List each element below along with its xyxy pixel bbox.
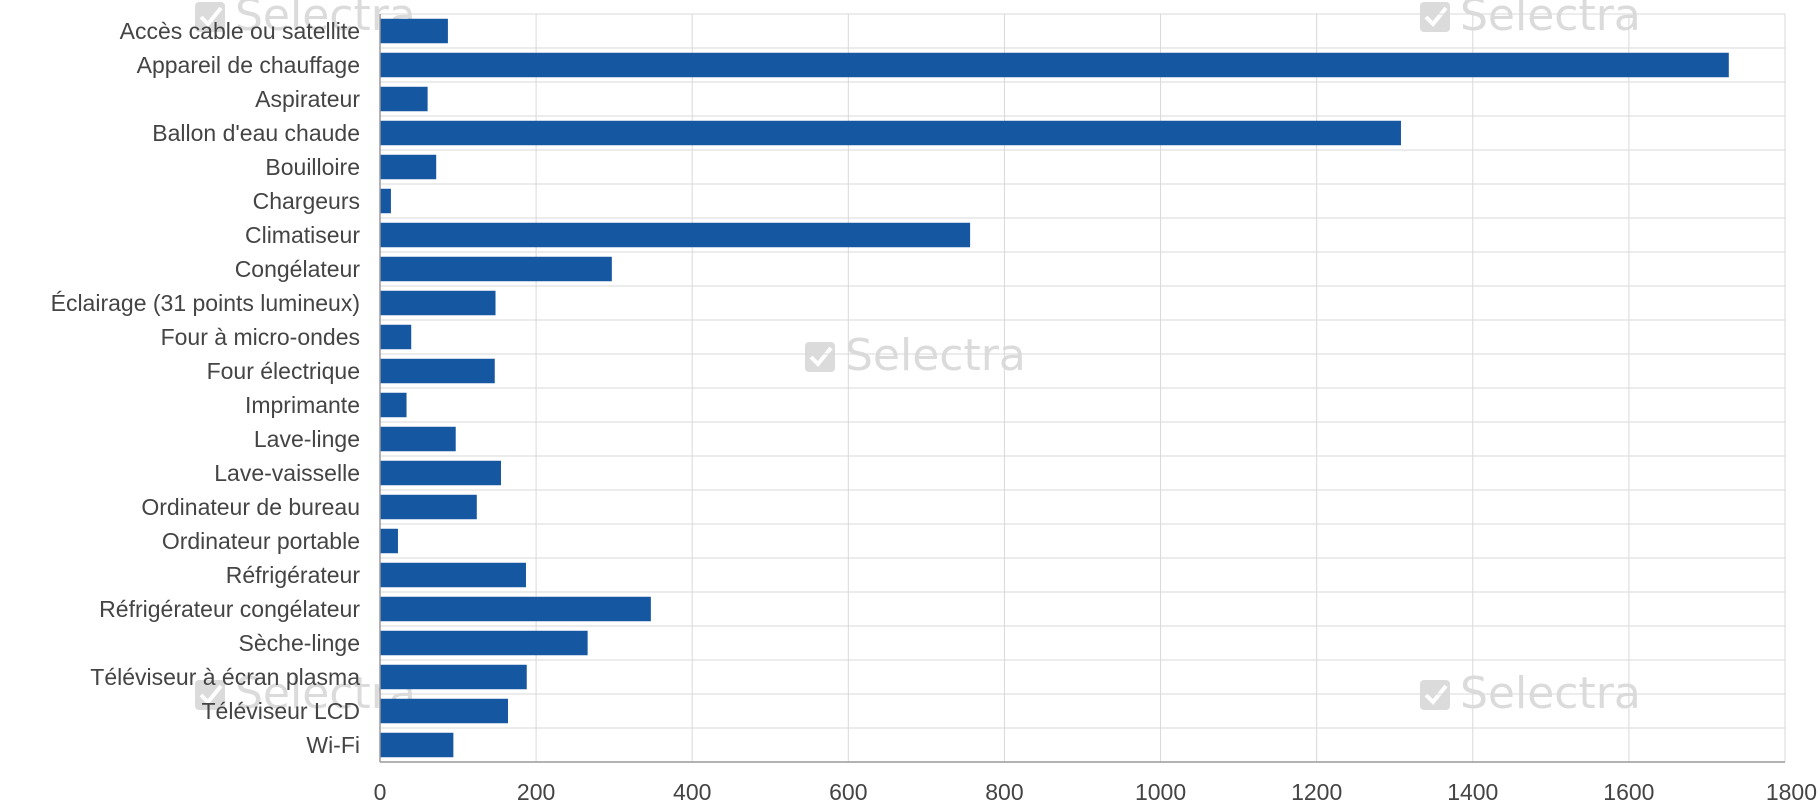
- bar: [380, 460, 501, 486]
- category-label: Lave-linge: [254, 426, 360, 452]
- check-box-icon: [1420, 680, 1450, 710]
- category-label: Ordinateur de bureau: [141, 494, 360, 520]
- category-label: Réfrigérateur congélateur: [99, 596, 360, 622]
- category-label: Climatiseur: [245, 222, 360, 248]
- category-label: Lave-vaisselle: [214, 460, 360, 486]
- check-box-icon: [805, 342, 835, 372]
- bar: [380, 596, 651, 622]
- bar: [380, 392, 407, 418]
- bar: [380, 86, 428, 112]
- category-label: Wi-Fi: [306, 732, 360, 758]
- category-label: Aspirateur: [255, 86, 360, 112]
- x-tick-label: 0: [374, 779, 387, 805]
- bar: [380, 52, 1729, 78]
- bar: [380, 630, 588, 656]
- category-label: Sèche-linge: [239, 630, 360, 656]
- x-tick-label: 1400: [1447, 779, 1498, 805]
- bar: [380, 290, 496, 316]
- check-box-icon: [1420, 2, 1450, 32]
- check-mark-icon: [809, 346, 833, 367]
- watermark: Selectra: [1420, 0, 1641, 41]
- x-tick-label: 800: [985, 779, 1023, 805]
- bar: [380, 358, 495, 384]
- x-tick-label: 400: [673, 779, 711, 805]
- category-label: Ballon d'eau chaude: [152, 120, 360, 146]
- check-mark-icon: [199, 6, 223, 27]
- check-mark-icon: [199, 684, 223, 705]
- bar: [380, 562, 526, 588]
- watermark-text: Selectra: [845, 330, 1026, 381]
- x-tick-label: 600: [829, 779, 867, 805]
- x-tick-label: 1200: [1291, 779, 1342, 805]
- check-mark-icon: [1424, 6, 1448, 27]
- bar: [380, 324, 412, 350]
- category-labels: Accès cable ou satellite Appareil de chau…: [51, 18, 361, 758]
- category-label: Réfrigérateur: [226, 562, 361, 588]
- x-tick-label: 1000: [1135, 779, 1186, 805]
- x-tick-label: 200: [517, 779, 555, 805]
- category-label: Ordinateur portable: [162, 528, 360, 554]
- watermark: Selectra: [805, 330, 1026, 381]
- category-label: Téléviseur à écran plasma: [90, 664, 360, 690]
- x-tick-label: 1800: [1766, 779, 1817, 805]
- category-label: Accès cable ou satellite: [120, 18, 360, 44]
- bar: [380, 698, 509, 724]
- category-label: Congélateur: [235, 256, 361, 282]
- bar: [380, 18, 448, 44]
- bar: [380, 732, 454, 758]
- category-label: Chargeurs: [253, 188, 360, 214]
- bars-group: [380, 18, 1729, 758]
- bar: [380, 256, 612, 282]
- category-label: Four électrique: [207, 358, 360, 384]
- bar: [380, 120, 1401, 146]
- bar: [380, 494, 477, 520]
- bar: [380, 188, 391, 214]
- bar: [380, 664, 527, 690]
- category-label: Appareil de chauffage: [137, 52, 360, 78]
- category-label: Téléviseur LCD: [202, 698, 361, 724]
- category-label: Imprimante: [245, 392, 360, 418]
- category-label: Four à micro-ondes: [161, 324, 360, 350]
- check-mark-icon: [1424, 684, 1448, 705]
- x-tick-labels: 0 200 400 600 800 1000 1200 1400 1600 1800: [374, 779, 1817, 805]
- bar: [380, 154, 437, 180]
- x-tick-label: 1600: [1603, 779, 1654, 805]
- bar: [380, 528, 398, 554]
- axis-lines: [379, 14, 1785, 763]
- category-label: Éclairage (31 points lumineux): [51, 290, 360, 316]
- category-label: Bouilloire: [265, 154, 360, 180]
- watermark-text: Selectra: [1460, 0, 1641, 41]
- bar: [380, 426, 456, 452]
- bar: [380, 222, 971, 248]
